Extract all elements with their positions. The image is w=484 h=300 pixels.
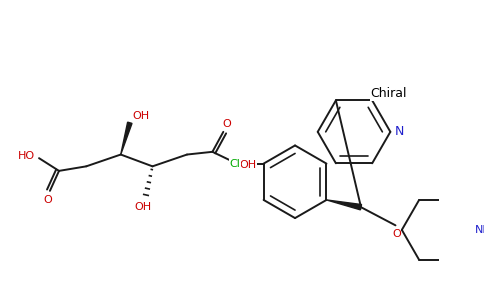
Text: O: O [223, 119, 231, 129]
Text: Chiral: Chiral [370, 87, 407, 100]
Text: HO: HO [18, 152, 35, 161]
Polygon shape [121, 122, 132, 154]
Text: OH: OH [239, 160, 257, 170]
Text: Cl: Cl [229, 159, 240, 169]
Text: OH: OH [135, 202, 152, 212]
Text: N: N [395, 125, 404, 138]
Text: NH: NH [475, 225, 484, 235]
Text: OH: OH [132, 111, 149, 122]
Text: O: O [44, 195, 52, 205]
Text: O: O [392, 229, 401, 238]
Polygon shape [327, 200, 362, 210]
